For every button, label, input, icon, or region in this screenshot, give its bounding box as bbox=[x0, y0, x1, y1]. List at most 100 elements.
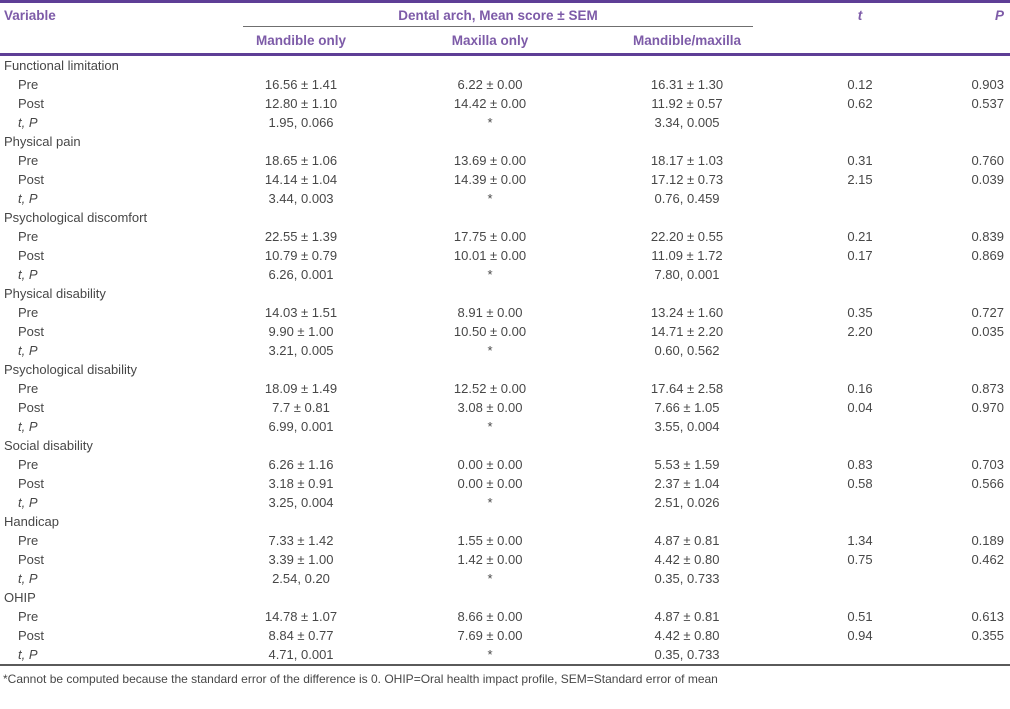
table-row: Pre 14.03 ± 1.51 8.91 ± 0.00 13.24 ± 1.60 0.… bbox=[0, 303, 1010, 322]
cell-mandible-only: 3.39 ± 1.00 bbox=[268, 552, 334, 567]
cell-row-label: Post bbox=[18, 476, 45, 491]
cell-mandible-maxilla: 16.31 ± 1.30 bbox=[650, 77, 724, 92]
column-header-p: P bbox=[994, 7, 1004, 23]
cell-row-label: Pre bbox=[18, 153, 39, 168]
table-body: Functional limitation Pre 16.56 ± 1.41 6.22… bbox=[0, 56, 1010, 664]
cell-maxilla-only: 10.01 ± 0.00 bbox=[453, 248, 527, 263]
cell-mandible-only: 9.90 ± 1.00 bbox=[268, 324, 334, 339]
cell-row-label: Post bbox=[18, 628, 45, 643]
cell-t-value: 1.34 bbox=[847, 533, 873, 548]
column-header-dental-arch-span: Dental arch, Mean score ± SEM bbox=[208, 3, 788, 27]
cell-maxilla-only: * bbox=[487, 647, 493, 662]
table-row: Pre 22.55 ± 1.39 17.75 ± 0.00 22.20 ± 0.55 0… bbox=[0, 227, 1010, 246]
cell-row-label: Pre bbox=[18, 609, 39, 624]
cell-t-value: 2.15 bbox=[847, 172, 873, 187]
table-row: t, P 2.54, 0.20 * 0.35, 0.733 bbox=[0, 569, 1010, 588]
cell-mandible-maxilla: 3.34, 0.005 bbox=[654, 115, 720, 130]
cell-row-label: Pre bbox=[18, 457, 39, 472]
table-row: t, P 6.99, 0.001 * 3.55, 0.004 bbox=[0, 417, 1010, 436]
cell-p-value: 0.903 bbox=[971, 77, 1004, 92]
table-row: Pre 7.33 ± 1.42 1.55 ± 0.00 4.87 ± 0.81 1.34… bbox=[0, 531, 1010, 550]
column-header-mandible-only: Mandible only bbox=[255, 32, 346, 48]
cell-mandible-maxilla: 7.80, 0.001 bbox=[654, 267, 720, 282]
table-row: Pre 16.56 ± 1.41 6.22 ± 0.00 16.31 ± 1.30 0.… bbox=[0, 75, 1010, 94]
table-row: Post 14.14 ± 1.04 14.39 ± 0.00 17.12 ± 0.73… bbox=[0, 170, 1010, 189]
cell-p-value: 0.537 bbox=[971, 96, 1004, 111]
cell-maxilla-only: 0.00 ± 0.00 bbox=[457, 476, 523, 491]
header-row-main: Variable Dental arch, Mean score ± SEM t… bbox=[0, 3, 1010, 27]
cell-mandible-maxilla: 4.42 ± 0.80 bbox=[654, 552, 720, 567]
cell-p-value: 0.839 bbox=[971, 229, 1004, 244]
cell-mandible-maxilla: 2.37 ± 1.04 bbox=[654, 476, 720, 491]
group-label-row: Handicap bbox=[0, 512, 1010, 531]
cell-mandible-maxilla: 22.20 ± 0.55 bbox=[650, 229, 724, 244]
cell-p-value: 0.189 bbox=[971, 533, 1004, 548]
cell-mandible-maxilla: 4.87 ± 0.81 bbox=[654, 533, 720, 548]
header-row-sub: Mandible only Maxilla only Mandible/maxi… bbox=[0, 27, 1010, 53]
cell-mandible-only: 2.54, 0.20 bbox=[272, 571, 330, 586]
cell-p-value: 0.703 bbox=[971, 457, 1004, 472]
cell-mandible-only: 22.55 ± 1.39 bbox=[264, 229, 338, 244]
cell-t-value: 0.12 bbox=[847, 77, 873, 92]
table-row: Post 3.18 ± 0.91 0.00 ± 0.00 2.37 ± 1.04 0.5… bbox=[0, 474, 1010, 493]
cell-maxilla-only: * bbox=[487, 267, 493, 282]
cell-mandible-only: 7.33 ± 1.42 bbox=[268, 533, 334, 548]
header-bottom-rule bbox=[0, 53, 1010, 56]
cell-mandible-maxilla: 11.92 ± 0.57 bbox=[651, 96, 723, 111]
table-row: Post 9.90 ± 1.00 10.50 ± 0.00 14.71 ± 2.20 2… bbox=[0, 322, 1010, 341]
cell-mandible-only: 8.84 ± 0.77 bbox=[268, 628, 334, 643]
table-row: t, P 6.26, 0.001 * 7.80, 0.001 bbox=[0, 265, 1010, 284]
cell-maxilla-only: 1.55 ± 0.00 bbox=[457, 533, 523, 548]
cell-maxilla-only: * bbox=[487, 571, 493, 586]
cell-maxilla-only: 1.42 ± 0.00 bbox=[457, 552, 523, 567]
cell-t-value: 0.31 bbox=[847, 153, 873, 168]
column-header-maxilla-only: Maxilla only bbox=[451, 32, 529, 48]
cell-t-value: 0.94 bbox=[847, 628, 873, 643]
group-label: Functional limitation bbox=[4, 58, 119, 73]
cell-maxilla-only: * bbox=[487, 419, 493, 434]
cell-maxilla-only: 3.08 ± 0.00 bbox=[457, 400, 523, 415]
cell-maxilla-only: 8.91 ± 0.00 bbox=[457, 305, 523, 320]
table-row: t, P 3.44, 0.003 * 0.76, 0.459 bbox=[0, 189, 1010, 208]
cell-row-label: t, P bbox=[18, 115, 38, 130]
cell-mandible-maxilla: 5.53 ± 1.59 bbox=[654, 457, 720, 472]
cell-mandible-only: 14.03 ± 1.51 bbox=[264, 305, 338, 320]
cell-mandible-only: 18.09 ± 1.49 bbox=[264, 381, 338, 396]
cell-mandible-maxilla: 0.35, 0.733 bbox=[654, 647, 720, 662]
top-rule bbox=[0, 0, 1010, 3]
cell-maxilla-only: 17.75 ± 0.00 bbox=[453, 229, 527, 244]
group-label: Psychological discomfort bbox=[4, 210, 148, 225]
cell-maxilla-only: 8.66 ± 0.00 bbox=[457, 609, 523, 624]
cell-mandible-maxilla: 17.12 ± 0.73 bbox=[650, 172, 724, 187]
cell-t-value: 0.75 bbox=[847, 552, 873, 567]
cell-row-label: Post bbox=[18, 552, 45, 567]
cell-mandible-only: 18.65 ± 1.06 bbox=[264, 153, 338, 168]
cell-t-value: 0.17 bbox=[847, 248, 873, 263]
cell-p-value: 0.035 bbox=[971, 324, 1004, 339]
cell-mandible-only: 1.95, 0.066 bbox=[268, 115, 334, 130]
table-row: t, P 1.95, 0.066 * 3.34, 0.005 bbox=[0, 113, 1010, 132]
cell-t-value: 0.04 bbox=[847, 400, 873, 415]
cell-t-value: 0.21 bbox=[847, 229, 873, 244]
cell-mandible-only: 3.18 ± 0.91 bbox=[268, 476, 334, 491]
cell-maxilla-only: 0.00 ± 0.00 bbox=[457, 457, 523, 472]
group-label-row: Functional limitation bbox=[0, 56, 1010, 75]
table-row: Post 10.79 ± 0.79 10.01 ± 0.00 11.09 ± 1.72… bbox=[0, 246, 1010, 265]
cell-row-label: t, P bbox=[18, 343, 38, 358]
cell-mandible-maxilla: 0.35, 0.733 bbox=[654, 571, 720, 586]
table-row: Post 7.7 ± 0.81 3.08 ± 0.00 7.66 ± 1.05 0.04… bbox=[0, 398, 1010, 417]
group-label-row: Physical disability bbox=[0, 284, 1010, 303]
cell-mandible-maxilla: 3.55, 0.004 bbox=[654, 419, 720, 434]
cell-p-value: 0.873 bbox=[971, 381, 1004, 396]
column-header-variable: Variable bbox=[4, 7, 56, 23]
cell-maxilla-only: * bbox=[487, 343, 493, 358]
cell-maxilla-only: 14.42 ± 0.00 bbox=[453, 96, 527, 111]
group-label-row: Psychological disability bbox=[0, 360, 1010, 379]
cell-row-label: t, P bbox=[18, 267, 38, 282]
cell-row-label: t, P bbox=[18, 495, 38, 510]
cell-row-label: Post bbox=[18, 248, 45, 263]
cell-mandible-only: 6.99, 0.001 bbox=[268, 419, 334, 434]
group-label-row: Social disability bbox=[0, 436, 1010, 455]
cell-maxilla-only: 10.50 ± 0.00 bbox=[453, 324, 527, 339]
group-label: Social disability bbox=[4, 438, 93, 453]
